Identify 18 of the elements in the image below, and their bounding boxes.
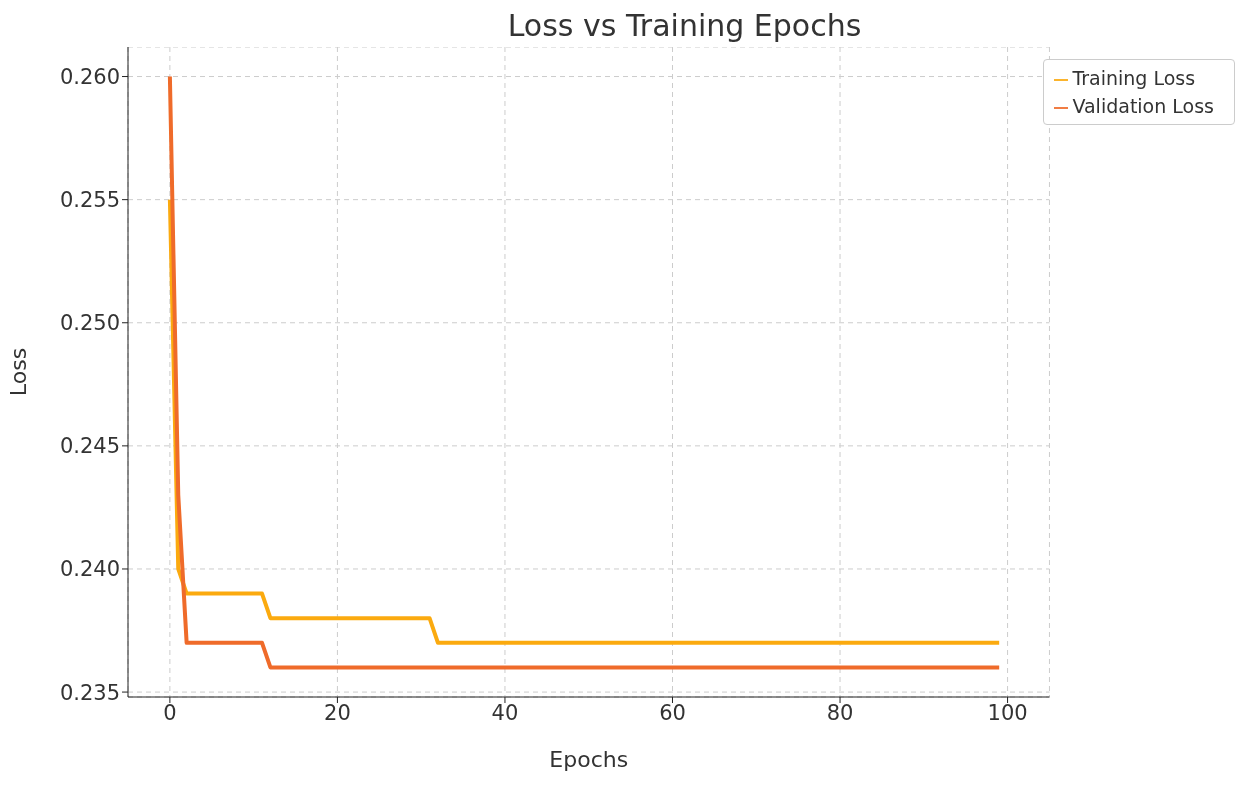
x-tick-label: 40 bbox=[491, 700, 519, 725]
y-axis-title: Loss bbox=[5, 347, 31, 397]
x-tick-label: 20 bbox=[324, 700, 351, 725]
line-series bbox=[167, 74, 1002, 670]
chart-title: Loss vs Training Epochs bbox=[506, 8, 863, 43]
y-tick-label: 0.260 bbox=[59, 65, 120, 89]
legend-label: Training Loss bbox=[1072, 67, 1196, 89]
y-tick-label: 0.250 bbox=[59, 311, 120, 336]
y-tick-label: 0.245 bbox=[59, 434, 120, 459]
y-tick-label: 0.235 bbox=[59, 680, 120, 705]
y-tick-label: 0.240 bbox=[59, 557, 120, 582]
y-tick-label: 0.255 bbox=[59, 188, 120, 213]
x-tick-label: 80 bbox=[826, 700, 854, 725]
x-tick-label: 100 bbox=[987, 700, 1028, 725]
legend-label: Validation Loss bbox=[1072, 95, 1214, 117]
x-axis-title: Epochs bbox=[549, 747, 629, 772]
x-tick-label: 60 bbox=[659, 700, 686, 725]
x-tick-label: 0 bbox=[163, 700, 177, 725]
